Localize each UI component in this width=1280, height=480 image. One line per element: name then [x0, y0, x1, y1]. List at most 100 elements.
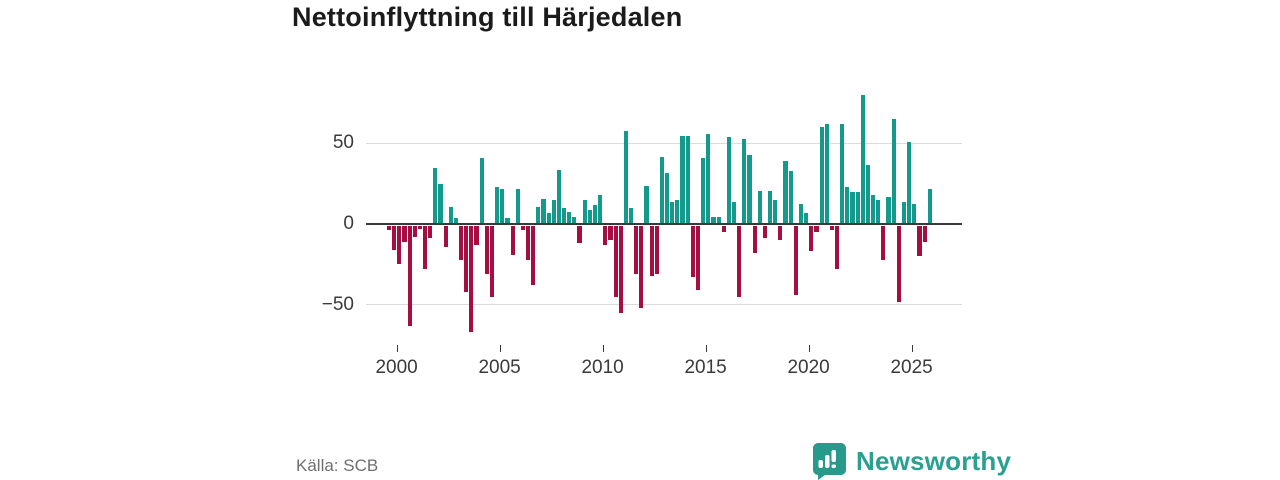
bar-q64	[716, 216, 721, 223]
bar-q28	[531, 225, 536, 286]
bar-q40	[592, 205, 598, 223]
bar-q36	[572, 216, 577, 223]
bar-q11	[443, 225, 448, 247]
bar-q3	[402, 225, 407, 242]
newsworthy-logo-icon	[813, 443, 846, 480]
bar-q30	[541, 198, 546, 223]
x-tick-2025	[911, 345, 914, 352]
bar-q22	[500, 188, 505, 223]
plot-area	[366, 88, 962, 352]
bar-q74	[768, 190, 773, 223]
bar-q13	[453, 218, 459, 223]
bar-q27	[525, 225, 531, 260]
newsworthy-logo-wordmark: Newsworthy	[856, 446, 1012, 476]
bar-q66	[726, 137, 731, 223]
bar-q95	[876, 200, 881, 223]
bar-q12	[448, 206, 453, 223]
bar-q16	[469, 225, 474, 333]
bar-q61	[701, 158, 706, 223]
bar-q82	[809, 225, 814, 252]
bar-q8	[428, 225, 433, 239]
bar-q90	[850, 192, 855, 223]
x-tick-2010	[602, 345, 605, 352]
bar-q38	[582, 200, 587, 223]
bar-q86	[829, 225, 834, 231]
bar-q77	[783, 161, 788, 223]
bar-q20	[489, 225, 495, 297]
bar-q34	[562, 208, 567, 223]
bar-q62	[706, 133, 711, 223]
x-axis-label-2020: 2020	[787, 357, 830, 378]
bar-q52	[654, 225, 659, 275]
bar-q32	[551, 200, 556, 223]
x-axis-label-2005: 2005	[478, 357, 521, 378]
x-axis-label-2010: 2010	[581, 357, 624, 378]
bar-q23	[505, 218, 510, 223]
newsworthy-logo[interactable]: Newsworthy	[810, 442, 1011, 480]
bar-q68	[737, 225, 742, 297]
bar-q58	[685, 135, 690, 223]
source-label: Källa: SCB	[296, 456, 379, 475]
bar-q93	[865, 164, 871, 223]
bar-q69	[742, 138, 747, 223]
bar-q103	[917, 225, 922, 257]
gridline-50	[366, 142, 962, 144]
bar-q33	[556, 169, 562, 223]
bar-q72	[757, 190, 762, 223]
bar-q9	[433, 167, 438, 223]
x-axis-label-2015: 2015	[684, 357, 727, 378]
bar-q25	[515, 188, 520, 223]
bar-q21	[495, 187, 500, 223]
x-axis-label-2025: 2025	[890, 357, 933, 378]
bar-q35	[567, 211, 572, 223]
bar-q94	[871, 195, 876, 223]
bar-q102	[912, 203, 917, 223]
bar-q4	[407, 225, 412, 326]
bar-q37	[577, 225, 582, 244]
x-tick-2015	[705, 345, 708, 352]
bar-q63	[711, 216, 716, 223]
bar-q87	[834, 225, 840, 270]
bar-q101	[907, 142, 912, 223]
x-tick-2005	[499, 345, 502, 352]
bar-q39	[587, 210, 592, 223]
bar-q57	[680, 135, 685, 223]
bar-q71	[752, 225, 757, 254]
bar-q45	[618, 225, 623, 313]
bar-q56	[675, 200, 680, 223]
bar-q48	[634, 225, 639, 275]
bar-q18	[479, 158, 484, 223]
bar-q31	[546, 213, 551, 223]
bar-q100	[901, 201, 907, 223]
bar-q5	[412, 225, 417, 237]
x-axis-label-2000: 2000	[375, 357, 418, 378]
bar-q6	[417, 225, 422, 229]
bar-q41	[598, 195, 603, 223]
bar-q43	[608, 225, 613, 241]
bar-q91	[855, 192, 860, 223]
bar-q55	[670, 201, 675, 223]
bar-q26	[520, 225, 525, 231]
bar-q78	[788, 171, 793, 223]
bar-q89	[845, 187, 850, 223]
bar-q92	[860, 95, 865, 223]
bar-q70	[747, 154, 752, 223]
bar-q54	[665, 172, 670, 223]
bar-q24	[510, 225, 515, 255]
y-axis-label-0: 0	[343, 213, 354, 234]
bar-q80	[798, 203, 804, 223]
bar-q104	[922, 225, 927, 242]
bar-q84	[819, 127, 824, 223]
x-tick-2000	[396, 345, 399, 352]
bar-q10	[438, 184, 443, 223]
bar-q98	[891, 119, 896, 223]
bar-q42	[603, 225, 608, 245]
bar-q96	[881, 225, 886, 260]
bar-q50	[644, 185, 649, 223]
bar-q73	[762, 225, 768, 239]
bar-q15	[464, 225, 469, 292]
bar-q29	[536, 206, 541, 223]
bar-q88	[840, 124, 845, 223]
bar-q1	[392, 225, 397, 250]
